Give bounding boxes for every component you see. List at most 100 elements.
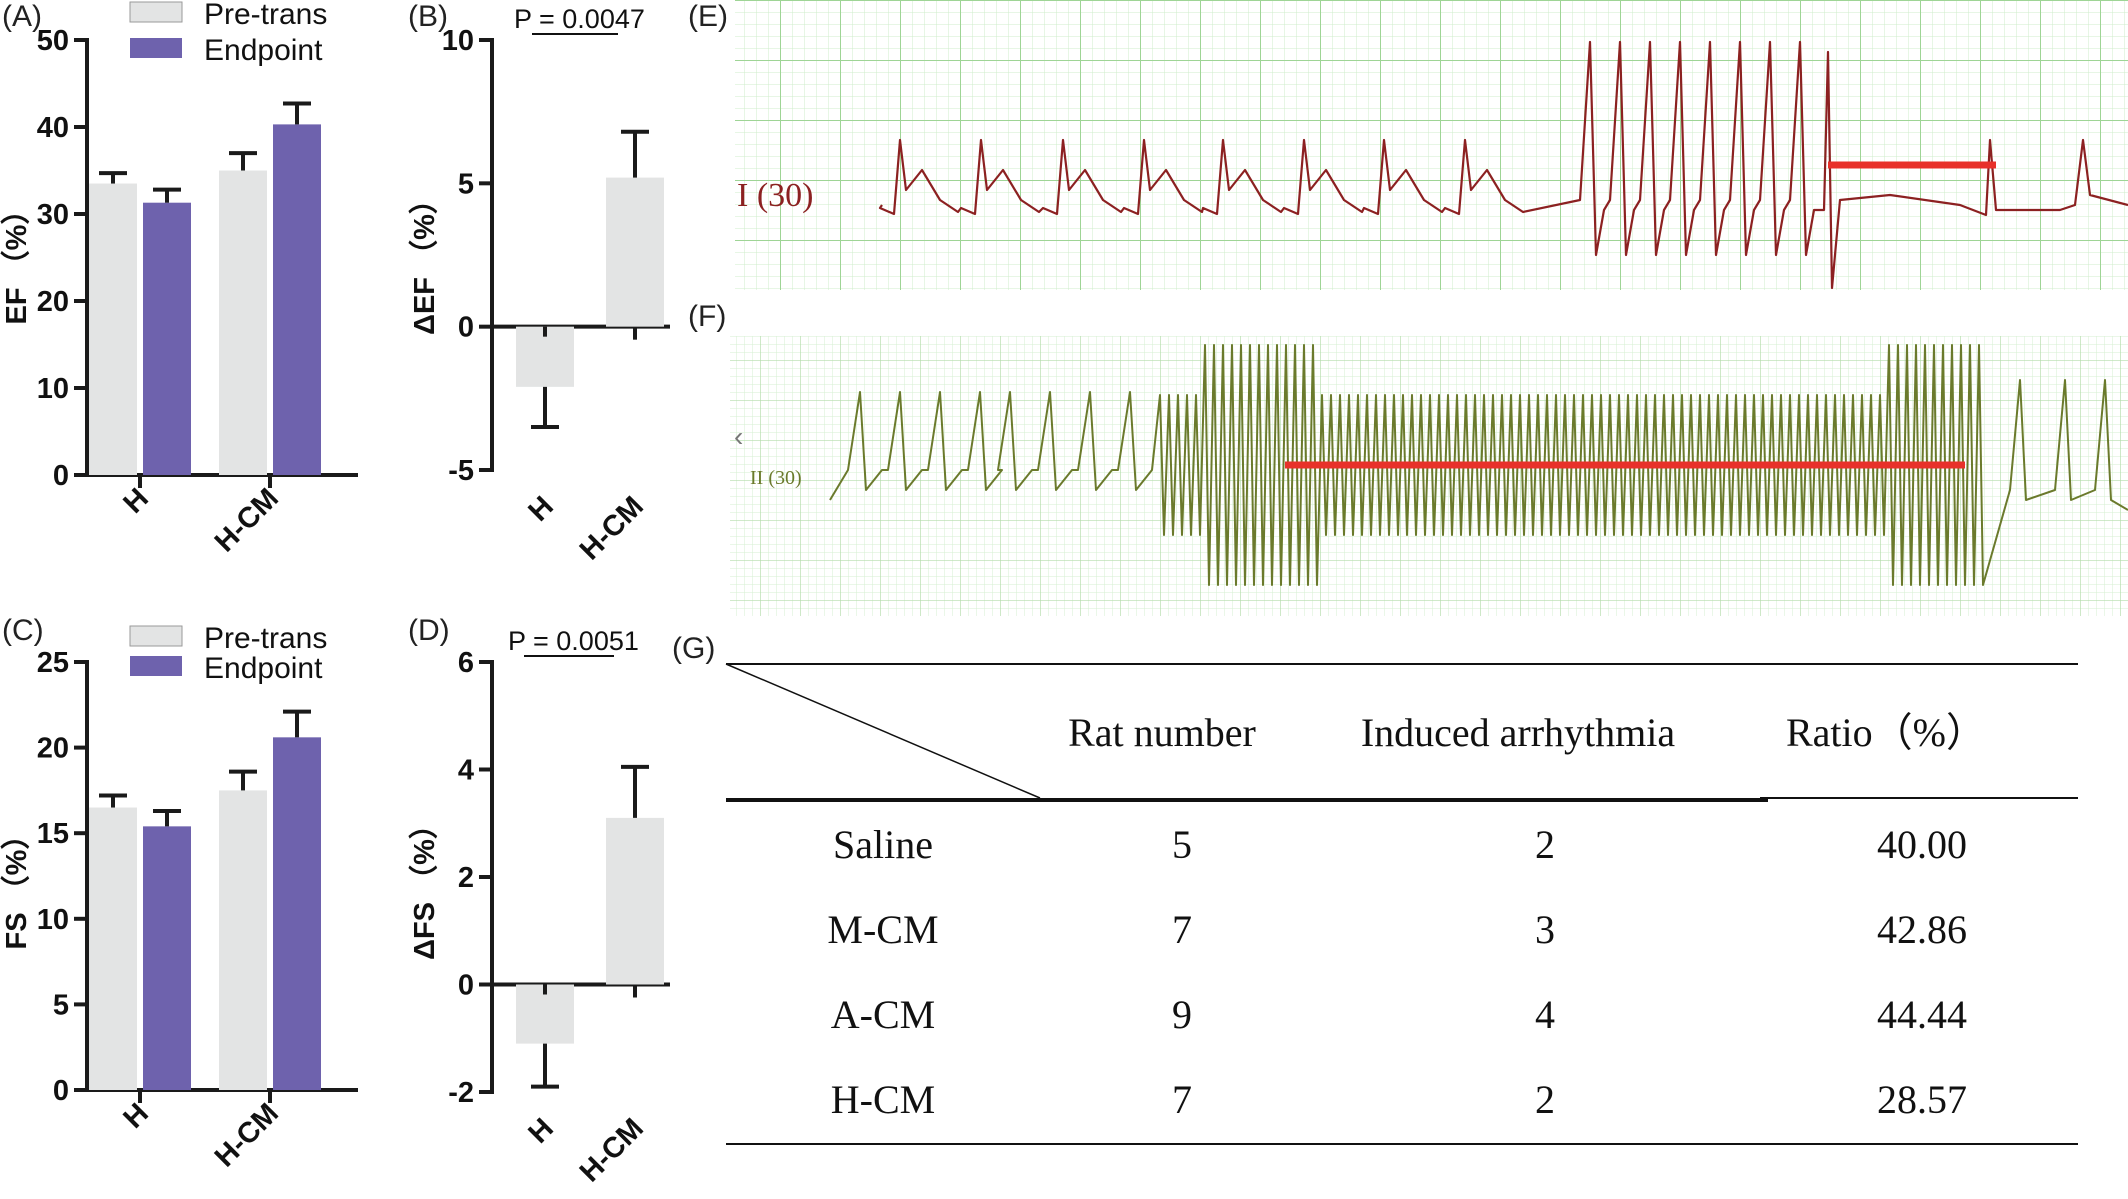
ecg-f-lead-label: II (30) (750, 467, 802, 489)
y-tick-label: 10 (37, 904, 69, 936)
panel-f: (F) ‹ II (30) (688, 300, 2128, 616)
panel-d: (D) P = 0.0051 -2 0 2 4 6 ΔFS （%） H H-CM (408, 614, 670, 1188)
table-cell: 5 (1172, 822, 1192, 867)
y-tick-label: 0 (53, 460, 69, 492)
panel-label-d: (D) (408, 614, 450, 647)
table-diagonal-rule (725, 663, 1041, 799)
bar-endpoint-h (143, 826, 191, 1090)
p-value-d: P = 0.0051 (508, 626, 639, 656)
legend-label-endpoint: Endpoint (204, 652, 323, 685)
panel-label-c: (C) (2, 614, 44, 647)
ecg-f-back-icon: ‹ (734, 421, 743, 452)
legend-swatch-pre-trans (129, 1, 183, 23)
legend-swatch-pre-trans (129, 625, 183, 647)
chart-b-plot: -5 0 5 10 ΔEF （%） H H-CM (408, 25, 670, 566)
y-axis-title: ΔFS （%） (408, 810, 441, 960)
legend-a: Pre-trans Endpoint (129, 0, 327, 67)
panel-b: (B) P = 0.0047 -5 0 5 10 ΔEF （%） H H-CM (408, 0, 670, 566)
y-axis-title: FS （%） (0, 821, 33, 950)
category-label: H-CM (574, 490, 650, 566)
category-label: H (118, 482, 155, 519)
category-label: H-CM (209, 1097, 285, 1173)
bar-endpoint-h-cm (273, 737, 321, 1090)
y-tick-label: 4 (458, 755, 474, 787)
bar-pre-trans-h (89, 183, 137, 476)
category-label: H-CM (209, 482, 285, 558)
category-label: H-CM (574, 1112, 650, 1188)
legend-swatch-endpoint (130, 38, 182, 58)
table-cell: 2 (1535, 822, 1555, 867)
bar-endpoint-h-cm (273, 124, 321, 475)
y-tick-label: 0 (53, 1075, 69, 1107)
bar-endpoint-h (143, 202, 191, 475)
table-cell: 7 (1172, 907, 1192, 952)
legend-c: Pre-trans Endpoint (129, 622, 327, 685)
panel-label-a: (A) (2, 0, 42, 33)
y-tick-label: 10 (37, 373, 69, 405)
y-tick-label: 25 (37, 647, 69, 679)
ecg-e-lead-label: I (30) (737, 177, 813, 214)
y-tick-label: -5 (448, 455, 474, 487)
y-tick-label: 6 (458, 647, 474, 679)
panel-label-e: (E) (688, 0, 728, 33)
bar-delta-h-cm (606, 177, 664, 327)
panel-label-g: (G) (672, 632, 715, 665)
bar-pre-trans-h (89, 807, 137, 1090)
panel-a: (A) Pre-trans Endpoint 0 10 20 30 40 50 EF （%）… (0, 0, 358, 558)
table-cell: 4 (1535, 992, 1555, 1037)
table-header-cell: Rat number (1068, 710, 1256, 755)
table-row-label: Saline (833, 822, 933, 867)
legend-label-pre-trans: Pre-trans (204, 0, 327, 31)
panel-label-b: (B) (408, 0, 448, 33)
y-axis-title: ΔEF （%） (408, 185, 441, 335)
table-cell: 7 (1172, 1077, 1192, 1122)
y-tick-label: 0 (458, 970, 474, 1002)
table-cell: 28.57 (1877, 1077, 1967, 1122)
table-cell: 40.00 (1877, 822, 1967, 867)
y-tick-label: -2 (448, 1077, 474, 1109)
y-tick-label: 0 (458, 312, 474, 344)
panel-label-f: (F) (688, 300, 726, 333)
y-tick-label: 30 (37, 199, 69, 231)
y-tick-label: 10 (442, 25, 474, 57)
y-tick-label: 5 (458, 168, 474, 200)
chart-c-plot: 0 5 10 15 20 25 FS （%） H H-CM (0, 647, 358, 1173)
y-tick-label: 2 (458, 862, 474, 894)
y-tick-label: 15 (37, 818, 69, 850)
ecg-f-trace (829, 344, 2128, 586)
legend-swatch-endpoint (130, 656, 182, 676)
bar-delta-h-cm (606, 817, 664, 985)
y-axis-title: EF （%） (0, 196, 33, 325)
table-row-label: H-CM (831, 1077, 935, 1122)
y-tick-label: 20 (37, 733, 69, 765)
ecg-e-trace (878, 40, 2128, 290)
category-label: H (523, 1112, 560, 1149)
table-header-cell: Induced arrhythmia (1361, 710, 1676, 755)
table-cell: 42.86 (1877, 907, 1967, 952)
y-tick-label: 40 (37, 112, 69, 144)
chart-d-plot: -2 0 2 4 6 ΔFS （%） H H-CM (408, 647, 670, 1188)
category-label: H (118, 1097, 155, 1134)
table-header-cell: Ratio（%） (1786, 710, 1986, 755)
category-label: H (523, 490, 560, 527)
y-tick-label: 20 (37, 286, 69, 318)
table-cell: 3 (1535, 907, 1555, 952)
table-g-body: Rat number Induced arrhythmia Ratio（%） Sali… (827, 710, 1986, 1122)
panel-e: (E) I (30) (688, 0, 2128, 290)
table-cell: 9 (1172, 992, 1192, 1037)
panel-c: (C) Pre-trans Endpoint 0 5 10 15 20 25 FS （%） H… (0, 614, 358, 1173)
y-tick-label: 50 (37, 25, 69, 57)
p-value-b: P = 0.0047 (514, 4, 645, 34)
bar-delta-h (516, 326, 574, 387)
bar-pre-trans-h-cm (219, 790, 267, 1090)
table-cell: 2 (1535, 1077, 1555, 1122)
table-row-label: M-CM (827, 907, 938, 952)
table-cell: 44.44 (1877, 992, 1967, 1037)
panel-g: (G) Rat number Induced arrhythmia Ratio（%）… (672, 632, 2078, 1145)
table-row-label: A-CM (831, 992, 935, 1037)
ecg-e-grid (735, 0, 2128, 290)
legend-label-pre-trans: Pre-trans (204, 622, 327, 655)
y-tick-label: 5 (53, 989, 69, 1021)
chart-a-plot: 0 10 20 30 40 50 EF （%） H H-CM (0, 25, 358, 558)
